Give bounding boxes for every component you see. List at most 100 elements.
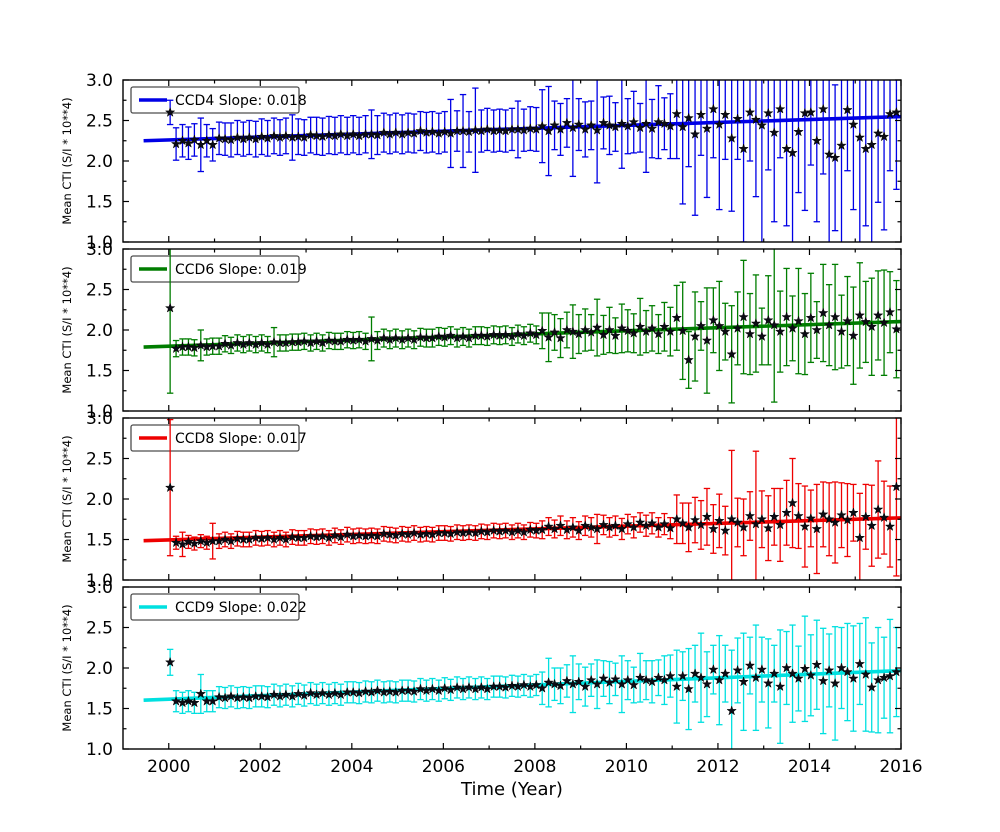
star-marker	[305, 129, 316, 140]
star-marker	[476, 525, 487, 536]
star-marker	[524, 524, 536, 535]
star-marker	[207, 139, 219, 150]
star-marker	[573, 328, 585, 339]
star-marker	[268, 689, 280, 700]
y-axis-title: Mean CTI (S/I * 10**4)	[60, 266, 74, 393]
star-marker	[543, 677, 554, 688]
star-marker	[628, 116, 640, 127]
x-axis-title: Time (Year)	[460, 779, 563, 800]
star-marker	[164, 656, 176, 667]
legend-label: CCD4 Slope: 0.018	[175, 93, 307, 109]
star-marker	[811, 523, 823, 534]
star-marker	[842, 514, 853, 525]
star-marker	[616, 322, 628, 333]
star-marker	[683, 354, 694, 365]
star-marker	[756, 330, 768, 342]
star-marker	[341, 529, 353, 540]
star-marker	[811, 135, 823, 146]
star-marker	[274, 532, 286, 543]
star-marker	[744, 106, 756, 117]
star-marker	[390, 332, 402, 343]
star-marker	[183, 536, 194, 547]
star-marker	[372, 129, 383, 140]
star-marker	[183, 695, 194, 706]
star-marker	[189, 342, 200, 353]
star-marker	[353, 130, 365, 141]
star-marker	[280, 533, 292, 545]
y-tick-label: 1.0	[86, 571, 113, 591]
star-marker	[653, 521, 664, 532]
star-marker	[366, 333, 377, 344]
star-marker	[311, 130, 322, 141]
data-points	[164, 481, 901, 549]
star-marker	[219, 533, 231, 545]
star-marker	[268, 336, 280, 347]
star-marker	[646, 676, 658, 687]
star-marker	[445, 127, 456, 138]
y-tick-label: 2.5	[86, 281, 113, 301]
star-marker	[628, 327, 640, 338]
star-marker	[195, 535, 207, 546]
star-marker	[628, 679, 640, 690]
star-marker	[262, 132, 273, 143]
legend-box	[130, 86, 300, 114]
star-marker	[695, 519, 707, 530]
star-marker	[708, 523, 719, 534]
star-marker	[457, 125, 469, 136]
star-marker	[591, 322, 603, 333]
ticks	[123, 586, 902, 750]
star-marker	[353, 334, 365, 345]
star-marker	[170, 537, 182, 548]
star-marker	[695, 320, 707, 331]
star-marker	[329, 529, 341, 540]
star-marker	[445, 330, 456, 341]
star-marker	[646, 517, 658, 528]
star-marker	[427, 683, 438, 694]
star-marker	[854, 131, 866, 143]
star-marker	[665, 326, 676, 337]
star-marker	[287, 531, 298, 542]
star-marker	[744, 510, 756, 521]
star-marker	[817, 103, 829, 114]
star-marker	[891, 666, 901, 677]
star-marker	[781, 662, 792, 673]
star-marker	[848, 507, 859, 518]
panel-ccd4: CCD4 Slope: 0.018 1.0 1.5 2.0 2.5 3.0 Mean CTI…	[60, 71, 902, 253]
star-marker	[622, 325, 634, 336]
star-marker	[463, 681, 475, 692]
star-marker	[476, 330, 487, 341]
star-marker	[225, 134, 237, 145]
star-marker	[335, 689, 347, 700]
star-marker	[872, 127, 884, 138]
star-marker	[243, 533, 255, 545]
star-marker	[744, 328, 756, 339]
star-marker	[787, 322, 798, 333]
star-marker	[878, 512, 890, 523]
star-marker	[512, 525, 524, 536]
star-marker	[341, 334, 353, 345]
y-tick-label: 2.0	[86, 490, 113, 510]
x-tick-label: 2010	[605, 757, 648, 777]
star-marker	[177, 135, 188, 146]
star-marker	[549, 523, 560, 534]
star-marker	[360, 685, 371, 697]
star-marker	[708, 314, 719, 325]
star-marker	[329, 687, 341, 698]
legend: CCD6 Slope: 0.019	[130, 255, 307, 283]
star-marker	[823, 148, 835, 160]
star-marker	[427, 126, 438, 137]
panel-ccd6: CCD6 Slope: 0.019 1.0 1.5 2.0 2.5 3.0 Mean CTI…	[60, 240, 902, 422]
star-marker	[292, 131, 304, 142]
star-marker	[494, 124, 505, 135]
star-marker	[659, 321, 670, 332]
star-marker	[189, 538, 200, 549]
star-marker	[243, 692, 255, 703]
star-marker	[518, 330, 530, 341]
star-marker	[256, 131, 267, 142]
star-marker	[866, 681, 878, 692]
star-marker	[481, 683, 493, 694]
star-marker	[713, 118, 725, 130]
star-marker	[384, 529, 396, 540]
star-marker	[719, 326, 731, 337]
star-marker	[854, 532, 866, 543]
